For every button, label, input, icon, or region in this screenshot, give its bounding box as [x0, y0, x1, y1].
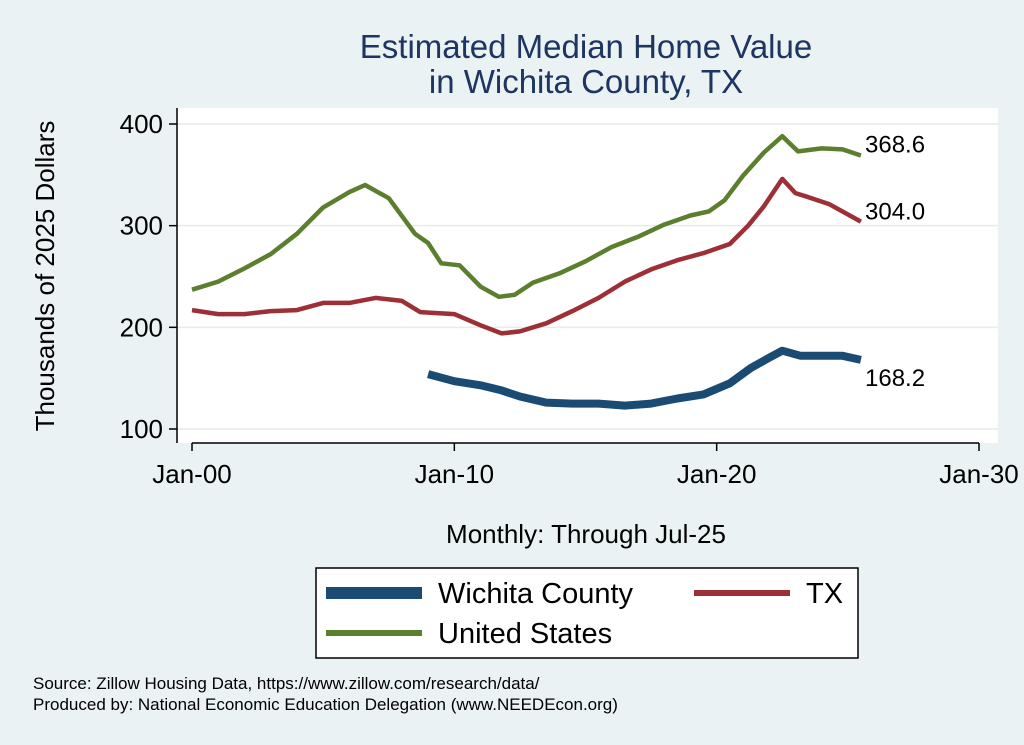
plot-area — [177, 108, 998, 443]
y-tick-label-200: 200 — [120, 312, 163, 342]
end-label-wichita-county: 168.2 — [865, 365, 925, 392]
source-notes: Source: Zillow Housing Data, https://www… — [33, 674, 618, 714]
y-axis-title: Thousands of 2025 Dollars — [30, 121, 60, 432]
source-note: Source: Zillow Housing Data, https://www… — [33, 674, 540, 693]
chart-title-line-2: in Wichita County, TX — [429, 63, 743, 100]
series-line-wichita-county — [427, 346, 862, 410]
x-tick-label-Jan-10: Jan-10 — [415, 459, 495, 489]
series-line-united-states — [191, 133, 862, 300]
legend-label-tx: TX — [806, 578, 843, 610]
x-tick-label-Jan-00: Jan-00 — [152, 459, 232, 489]
y-axis-ticks: 100 200 300 400 — [120, 109, 177, 444]
gridlines — [177, 123, 998, 430]
x-tick-label-Jan-30: Jan-30 — [939, 459, 1019, 489]
series-end-labels: 368.6 304.0 168.2 — [865, 132, 925, 392]
series-line-tx — [191, 176, 862, 336]
end-label-united-states: 368.6 — [865, 132, 925, 159]
end-label-tx: 304.0 — [865, 199, 925, 226]
legend-box — [315, 567, 859, 659]
chart-title-line-1: Estimated Median Home Value — [360, 28, 812, 65]
producer-note: Produced by: National Economic Education… — [33, 695, 618, 714]
legend-label-united-states: United States — [438, 618, 612, 650]
chart-title: Estimated Median Home Value in Wichita C… — [360, 28, 812, 100]
axes — [176, 108, 979, 444]
y-tick-label-300: 300 — [120, 211, 163, 241]
legend-label-wichita-county: Wichita County — [438, 578, 634, 610]
x-axis-title: Monthly: Through Jul-25 — [446, 519, 726, 549]
x-tick-label-Jan-20: Jan-20 — [677, 459, 757, 489]
legend: Wichita County TX United States — [315, 567, 859, 659]
series-lines — [191, 133, 862, 410]
y-tick-label-400: 400 — [120, 109, 163, 139]
y-tick-label-100: 100 — [120, 414, 163, 444]
x-axis-ticks: Jan-00 Jan-10 Jan-20 Jan-30 — [152, 443, 1019, 489]
